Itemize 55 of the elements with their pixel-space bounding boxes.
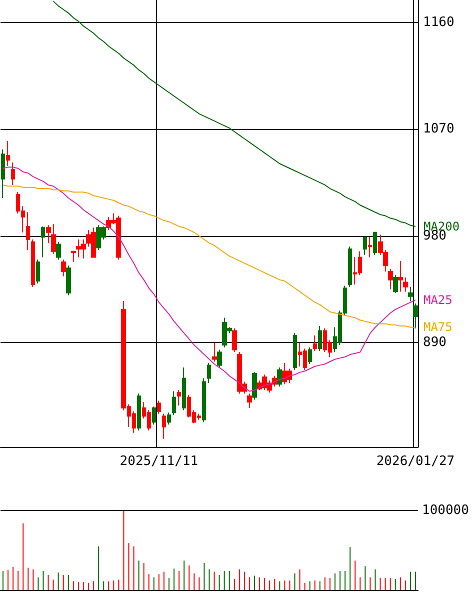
candlestick [348,246,352,288]
candlestick [363,236,367,256]
candlestick [152,406,156,425]
text: 100000 [422,503,469,518]
candlestick [162,413,166,440]
candlestick [212,342,217,362]
candlestick [403,276,408,292]
candlestick [56,241,61,260]
candlestick [1,148,5,199]
candlestick [61,259,66,277]
x-tick-label: 2025/11/11 [120,454,198,469]
candlestick [167,412,171,425]
candlestick [393,274,398,294]
candlestick [318,326,322,352]
line-series [2,184,416,328]
candlestick [277,367,282,388]
candlestick [207,362,211,384]
candlestick [177,390,181,406]
series-label: MA75 [423,320,452,334]
candlestick [46,224,51,244]
y-tick-label: 980 [423,228,446,244]
candlestick [373,232,377,256]
y-tick-label: 890 [423,335,446,350]
x-tick-label: 2026/01/27 [376,454,455,469]
candlestick [172,390,176,416]
candlestick [31,239,35,288]
candlestick [413,303,418,329]
candlestick [11,162,15,186]
candlestick [51,224,56,254]
candlestick [232,328,237,353]
y-tick-label: 1160 [423,15,454,30]
candlestick [368,236,372,258]
candlestick [26,212,30,251]
candlestick [6,140,10,166]
candlestick [388,268,393,290]
candlestick [247,393,252,408]
candlestick [36,259,40,284]
line-series [2,166,416,392]
y-tick-label: 1070 [423,122,454,137]
candlestick [71,250,76,263]
candlestick [408,286,413,302]
candlestick [182,367,186,411]
candlestick [137,393,141,431]
candlestick [313,335,317,352]
line-series [52,0,416,227]
candlestick [398,260,403,292]
candlestick [308,346,312,365]
candlestick [252,372,257,400]
candlestick [157,400,161,414]
candlestick [217,349,222,368]
candlestick [293,332,297,370]
candlestick [66,265,71,296]
candlestick [202,378,206,423]
candlestick [41,226,45,258]
series-label: MA25 [423,292,452,307]
